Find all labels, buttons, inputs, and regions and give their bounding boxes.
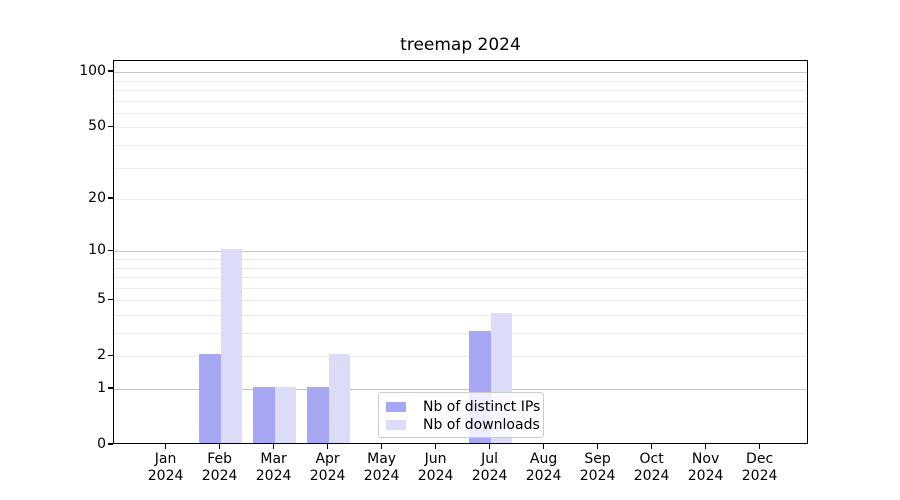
x-tick-label: Apr 2024 [309,451,346,484]
x-tick-label: Mar 2024 [255,451,292,484]
y-tick-mark [108,387,113,389]
x-tick-mark [488,444,491,449]
y-tick-label: 1 [97,380,106,396]
gridline-minor [114,112,807,114]
y-tick-label: 50 [88,118,106,135]
x-tick-mark [434,444,437,449]
gridline-major [114,251,807,253]
y-tick-mark [108,197,113,199]
gridline-minor [114,300,807,302]
x-tick-label: Sep 2024 [579,451,616,484]
y-tick-mark [108,125,113,128]
y-tick-label: 5 [97,291,106,308]
x-tick-label: Feb 2024 [201,451,238,484]
x-tick-label: Nov 2024 [687,451,724,484]
bar-distinct-ips-apr [307,387,329,443]
legend: Nb of distinct IPs Nb of downloads [378,392,544,438]
x-tick-label: Aug 2024 [525,451,562,484]
gridline-minor [114,145,807,146]
x-tick-label: Oct 2024 [633,451,670,484]
legend-item-distinct-ips: Nb of distinct IPs [385,398,541,416]
x-tick-mark [704,444,707,449]
bar-distinct-ips-feb [199,354,221,443]
legend-label-downloads: Nb of downloads [423,417,540,433]
x-tick-mark [218,444,221,449]
legend-item-downloads: Nb of downloads [385,416,540,434]
bar-distinct-ips-mar [253,387,275,443]
x-tick-label: Jan 2024 [147,451,184,484]
gridline-minor [114,277,807,279]
x-tick-mark [650,444,653,449]
y-tick-label: 2 [97,347,106,364]
gridline-minor [114,333,807,334]
x-tick-label: Dec 2024 [741,451,778,484]
gridline-minor [114,267,807,269]
gridline-minor [114,90,807,91]
y-tick-mark [108,298,113,300]
bar-downloads-feb [220,249,243,443]
gridline-minor [114,127,807,129]
x-tick-label: Jul 2024 [471,451,508,484]
gridline-minor [114,199,807,201]
gridline-minor [114,258,807,260]
legend-swatch-distinct-ips [386,402,406,412]
x-tick-label: Jun 2024 [417,451,454,484]
x-tick-mark [164,444,167,449]
x-tick-mark [596,444,599,449]
x-tick-mark [380,444,383,449]
bar-downloads-mar [274,387,297,443]
gridline-minor [114,314,807,316]
x-tick-mark [272,444,275,449]
gridline-major [114,72,807,74]
y-tick-label: 20 [88,190,106,207]
legend-swatch-downloads [386,420,406,430]
bar-downloads-apr [328,354,351,443]
x-tick-mark [326,444,329,449]
y-tick-mark [108,354,113,356]
gridline-major [114,389,807,390]
y-tick-label: 100 [79,63,106,80]
x-tick-mark [542,444,545,449]
y-tick-label: 10 [88,242,106,259]
plot-area [113,60,808,444]
y-tick-mark [108,70,113,72]
y-tick-mark [108,443,113,445]
y-tick-label: 0 [97,436,106,452]
legend-label-distinct-ips: Nb of distinct IPs [423,399,541,415]
gridline-minor [114,80,807,82]
gridline-minor [114,287,807,289]
x-tick-mark [758,444,761,449]
y-tick-mark [108,249,113,251]
x-tick-label: May 2024 [363,451,400,484]
gridline-minor [114,100,807,102]
gridline-minor [114,356,807,358]
chart-title: treemap 2024 [400,35,521,55]
gridline-minor [114,167,807,169]
